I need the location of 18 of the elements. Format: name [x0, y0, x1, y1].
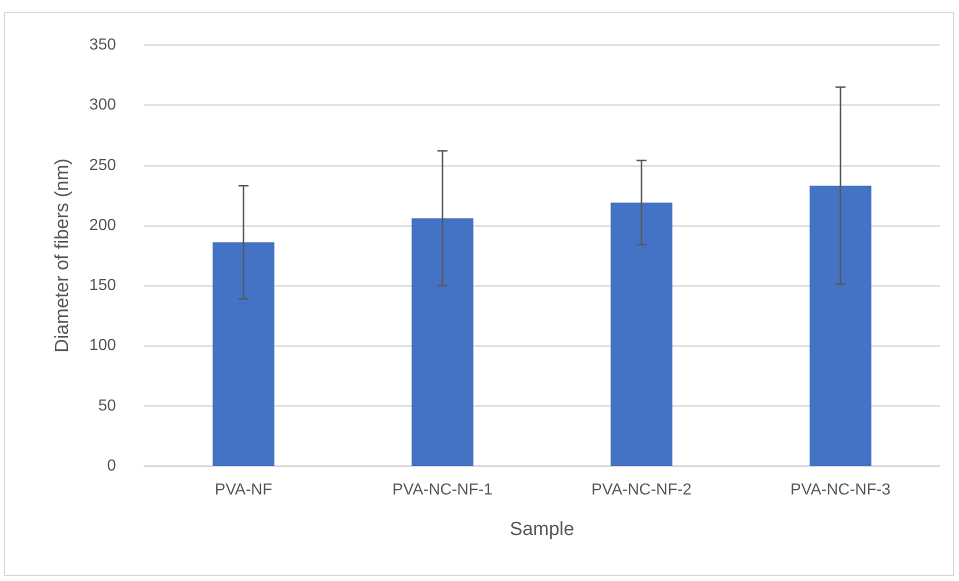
y-tick-label: 0: [107, 458, 116, 474]
y-tick-label: 250: [89, 156, 116, 174]
y-axis-title: Diameter of fibers (nm): [52, 158, 73, 353]
x-axis-title: Sample: [510, 519, 574, 540]
x-tick-label: PVA-NF: [214, 482, 272, 498]
y-tick-label: 200: [89, 216, 116, 234]
y-tick-label: 150: [89, 277, 116, 294]
bar: [212, 242, 274, 466]
y-tick-label: 100: [89, 337, 116, 354]
x-tick-label: PVA-NC-NF-3: [790, 482, 891, 498]
y-tick-label: 300: [89, 96, 116, 114]
y-tick-label: 350: [89, 36, 116, 54]
x-tick-label: PVA-NC-NF-2: [591, 482, 692, 498]
bar: [610, 202, 672, 466]
x-tick-label: PVA-NC-NF-1: [392, 482, 493, 498]
bar: [412, 218, 474, 466]
y-tick-label: 50: [98, 397, 116, 414]
bar: [810, 186, 872, 466]
